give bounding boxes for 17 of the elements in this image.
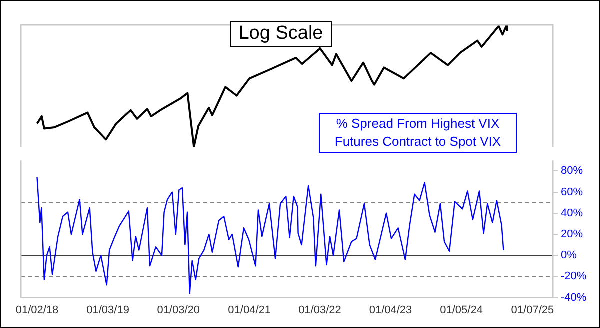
x-tick-label: 01/03/22 xyxy=(298,304,342,316)
x-tick-label: 01/05/24 xyxy=(440,304,483,316)
text: % Spread From Highest VIX Futures Contract to Spot VIX xyxy=(319,113,517,153)
y-tick-label: 20% xyxy=(561,228,584,241)
y-tick-label: -20% xyxy=(561,270,587,283)
y-tick-label: 0% xyxy=(561,250,578,262)
y-tick-label: 60% xyxy=(561,186,584,198)
x-tick-label: 01/03/20 xyxy=(157,304,200,316)
x-tick-label: 01/04/23 xyxy=(369,304,412,316)
y-tick-label: -40% xyxy=(561,292,587,304)
y-tick-label: 80% xyxy=(561,165,584,178)
x-tick-label: 01/04/21 xyxy=(228,304,271,316)
y-tick-label: 40% xyxy=(561,207,584,220)
x-tick-label: 01/02/18 xyxy=(16,304,59,316)
x-tick-label: 01/07/25 xyxy=(511,304,554,316)
x-tick-label: 01/03/19 xyxy=(86,304,130,316)
chart-title: Log Scale xyxy=(230,21,332,47)
